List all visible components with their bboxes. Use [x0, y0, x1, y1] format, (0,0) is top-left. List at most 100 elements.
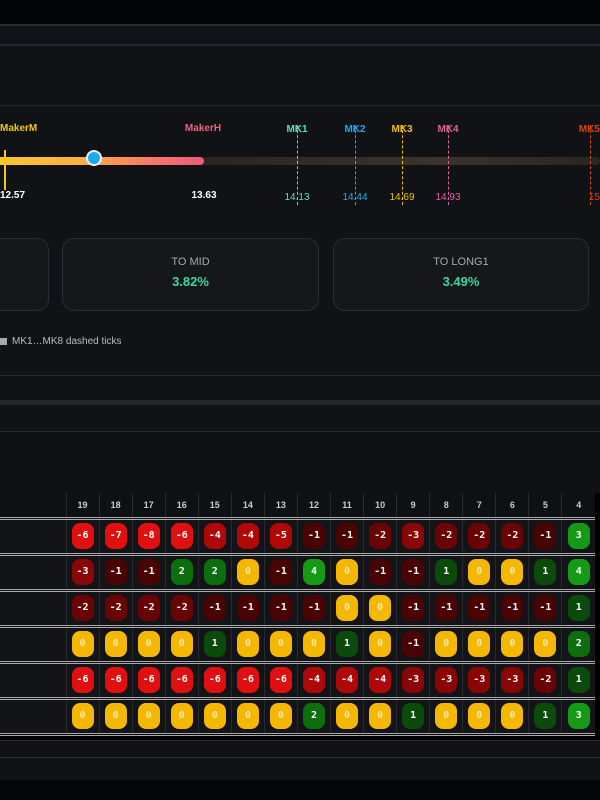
divider [0, 105, 600, 106]
value-pill: 0 [269, 703, 292, 729]
value-pill: 2 [170, 559, 193, 585]
table-cell: -3 [495, 662, 529, 700]
value-pill: 2 [567, 631, 590, 657]
table-cell: 1 [528, 698, 562, 736]
value-pill: -1 [468, 595, 491, 621]
marker-dashed-tick [448, 125, 449, 205]
table-cell: 1 [429, 554, 463, 592]
value-pill: -1 [269, 595, 292, 621]
value-pill: -2 [369, 523, 392, 549]
value-pill: -4 [302, 667, 325, 693]
value-pill: 1 [567, 595, 590, 621]
panel [0, 46, 600, 376]
card-title: TO MID [171, 256, 210, 268]
column-header: 9 [396, 493, 430, 520]
column-header: 7 [462, 493, 496, 520]
value-pill: 0 [336, 595, 359, 621]
value-pill: 1 [402, 703, 425, 729]
value-pill: -4 [336, 667, 359, 693]
value-pill: -1 [203, 595, 226, 621]
table-cell: -1 [363, 554, 397, 592]
value-pill: -2 [534, 667, 557, 693]
table-cell: -3 [396, 662, 430, 700]
value-pill: 0 [336, 703, 359, 729]
marker-value: 14.69 [389, 192, 415, 203]
table-cell: -6 [164, 518, 199, 556]
table-cell: 0 [263, 626, 298, 664]
value-pill: 0 [236, 703, 259, 729]
section-line [0, 431, 600, 432]
column-header: 14 [230, 493, 265, 520]
table-cell: -1 [429, 590, 463, 628]
table-cell: -1 [131, 554, 166, 592]
table-cell: 0 [263, 698, 298, 736]
marker-label: MK5 [578, 124, 600, 135]
value-pill: -8 [137, 523, 160, 549]
table-area [0, 432, 600, 493]
slider-knob[interactable] [86, 150, 102, 166]
value-pill: 1 [534, 559, 557, 585]
value-pill: -3 [501, 667, 524, 693]
table-cell: -2 [363, 518, 397, 556]
value-pill: 0 [501, 703, 524, 729]
table-cell: -2 [131, 590, 166, 628]
table-cell: 0 [495, 626, 529, 664]
price-slider[interactable]: MakerM 12.57 MakerH 13.63 MK1 14.13 MK2 1… [0, 106, 600, 220]
value-pill: -3 [402, 667, 425, 693]
makerm-value: 12.57 [0, 190, 26, 201]
value-pill: 0 [236, 559, 259, 585]
value-pill: -3 [435, 667, 458, 693]
value-pill: 0 [104, 631, 127, 657]
table-cell: -6 [131, 662, 166, 700]
table-cell: -6 [65, 662, 100, 700]
table-cell: 1 [561, 662, 595, 700]
header-empty [0, 493, 66, 520]
table-cell: -2 [495, 518, 529, 556]
table-cell: 3 [561, 518, 595, 556]
value-pill: -1 [402, 631, 425, 657]
table-cell: -8 [131, 518, 166, 556]
table-cell: -1 [263, 554, 298, 592]
table-cell: 0 [495, 698, 529, 736]
row-label [0, 518, 66, 556]
value-pill: 0 [468, 703, 491, 729]
table-cell: -6 [230, 662, 265, 700]
section-divider [0, 400, 600, 405]
value-pill: 0 [369, 595, 392, 621]
table-cell: -1 [528, 518, 562, 556]
slider-track [200, 157, 600, 165]
value-pill: 1 [203, 631, 226, 657]
column-header: 11 [329, 493, 364, 520]
value-pill: 0 [336, 559, 359, 585]
value-pill: -6 [104, 667, 127, 693]
table-cell: -1 [396, 626, 430, 664]
table-cell: 0 [65, 626, 100, 664]
value-pill: -7 [104, 523, 127, 549]
makerh-value: 13.63 [191, 190, 217, 201]
table-cell: -6 [164, 662, 199, 700]
value-pill: -1 [534, 595, 557, 621]
value-pill: -6 [236, 667, 259, 693]
table-cell: 0 [495, 554, 529, 592]
value-pill: -1 [302, 523, 325, 549]
table-cell: 0 [363, 590, 397, 628]
value-pill: 0 [501, 631, 524, 657]
value-pill: 0 [501, 559, 524, 585]
table-cell: -6 [65, 518, 100, 556]
table-cell: 0 [296, 626, 331, 664]
value-pill: -2 [468, 523, 491, 549]
value-pill: -1 [236, 595, 259, 621]
card-partial [0, 238, 49, 311]
table-cell: -4 [363, 662, 397, 700]
column-header: 6 [495, 493, 529, 520]
marker-dashed-tick [297, 125, 298, 205]
card-value: 3.82% [172, 274, 209, 289]
table-cell: -1 [296, 518, 331, 556]
table-cell: -4 [329, 662, 364, 700]
column-header: 15 [197, 493, 232, 520]
heatmap-table: 19 18 17 16 15 14 13 12 11 10 9 8 7 6 5 4 -6 -7 -8 -6 -4 -4-… [0, 493, 595, 736]
value-pill: 0 [203, 703, 226, 729]
table-cell: 0 [98, 698, 133, 736]
value-pill: 0 [369, 631, 392, 657]
value-pill: 0 [369, 703, 392, 729]
